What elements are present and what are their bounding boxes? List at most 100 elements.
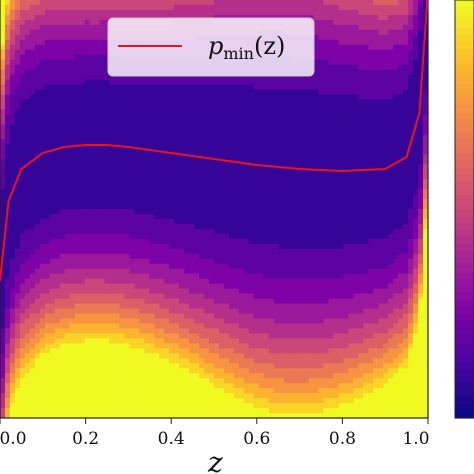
heatmap-cell — [29, 144, 36, 150]
heatmap-cell — [218, 313, 225, 320]
heatmap-cell — [154, 4, 160, 11]
heatmap-cell — [184, 169, 190, 175]
heatmap-cell — [184, 318, 190, 325]
heatmap-cell — [293, 0, 300, 6]
heatmap-cell — [9, 34, 16, 41]
heatmap-cell — [228, 79, 235, 86]
heatmap-cell — [14, 114, 21, 121]
heatmap-cell — [258, 189, 265, 195]
heatmap-cell — [214, 154, 220, 160]
heatmap-cell — [164, 378, 170, 384]
heatmap-cell — [134, 243, 140, 250]
heatmap-cell — [79, 318, 86, 325]
heatmap-cell — [164, 238, 170, 245]
heatmap-cell — [209, 363, 215, 369]
heatmap-cell — [214, 403, 220, 409]
heatmap-cell — [189, 278, 195, 285]
heatmap-cell — [214, 323, 220, 330]
heatmap-cell — [214, 74, 220, 81]
heatmap-cell — [283, 134, 290, 140]
heatmap-cell — [233, 283, 240, 290]
heatmap-cell — [238, 413, 245, 418]
heatmap-cell — [159, 323, 165, 330]
heatmap-cell — [39, 248, 46, 255]
heatmap-cell — [139, 238, 145, 245]
heatmap-cell — [184, 393, 190, 399]
heatmap-cell — [129, 413, 135, 418]
heatmap-cell — [238, 204, 245, 210]
heatmap-cell — [119, 303, 126, 310]
heatmap-cell — [24, 54, 31, 61]
heatmap-cell — [94, 213, 101, 220]
heatmap-cell — [258, 308, 265, 315]
heatmap-cell — [139, 263, 145, 270]
heatmap-cell — [59, 288, 66, 295]
heatmap-cell — [164, 114, 170, 121]
heatmap-cell — [54, 373, 61, 379]
heatmap-cell — [253, 119, 260, 126]
heatmap-cell — [34, 328, 41, 335]
heatmap-cell — [283, 403, 290, 409]
heatmap-cell — [209, 263, 215, 270]
heatmap-cell — [4, 0, 11, 6]
heatmap-cell — [139, 144, 145, 150]
heatmap-cell — [109, 194, 116, 200]
heatmap-cell — [149, 89, 155, 96]
heatmap-cell — [228, 144, 235, 150]
heatmap-cell — [0, 303, 6, 310]
heatmap-cell — [124, 348, 130, 354]
heatmap-cell — [159, 213, 165, 220]
heatmap-cell — [139, 248, 145, 255]
heatmap-cell — [94, 59, 101, 66]
heatmap-cell — [144, 129, 150, 135]
heatmap-cell — [24, 218, 31, 225]
heatmap-cell — [149, 179, 155, 185]
heatmap-cell — [49, 403, 56, 409]
heatmap-cell — [119, 233, 126, 240]
heatmap-cell — [94, 383, 101, 389]
heatmap-cell — [64, 228, 71, 235]
heatmap-cell — [69, 328, 76, 335]
heatmap-cell — [89, 333, 96, 339]
heatmap-cell — [243, 109, 250, 116]
heatmap-cell — [233, 194, 240, 200]
heatmap-cell — [278, 248, 285, 255]
heatmap-cell — [89, 174, 96, 180]
heatmap-cell — [124, 298, 130, 305]
heatmap-cell — [79, 94, 86, 101]
heatmap-cell — [34, 109, 41, 116]
heatmap-cell — [233, 378, 240, 384]
heatmap-cell — [194, 353, 200, 359]
heatmap-cell — [9, 104, 16, 111]
heatmap-cell — [134, 353, 140, 359]
heatmap-cell — [129, 199, 135, 205]
heatmap-cell — [248, 4, 255, 11]
heatmap-cell — [34, 189, 41, 195]
heatmap-cell — [29, 233, 36, 240]
heatmap-cell — [288, 353, 295, 359]
heatmap-cell — [218, 278, 225, 285]
heatmap-cell — [59, 104, 66, 111]
heatmap-cell — [29, 89, 36, 96]
heatmap-cell — [149, 124, 155, 130]
heatmap-cell — [79, 19, 86, 26]
heatmap-cell — [218, 298, 225, 305]
heatmap-cell — [228, 218, 235, 225]
heatmap-cell — [243, 338, 250, 344]
heatmap-cell — [159, 408, 165, 414]
heatmap-cell — [44, 169, 51, 175]
heatmap-cell — [79, 398, 86, 404]
heatmap-cell — [119, 209, 126, 215]
heatmap-cell — [89, 248, 96, 255]
heatmap-cell — [169, 288, 175, 295]
heatmap-cell — [4, 243, 11, 250]
heatmap-cell — [154, 373, 160, 379]
heatmap-cell — [14, 258, 21, 265]
heatmap-cell — [39, 358, 46, 364]
heatmap-cell — [29, 114, 36, 121]
heatmap-cell — [94, 174, 101, 180]
heatmap-cell — [218, 124, 225, 130]
heatmap-cell — [24, 84, 31, 91]
heatmap-cell — [278, 179, 285, 185]
heatmap-cell — [29, 323, 36, 330]
